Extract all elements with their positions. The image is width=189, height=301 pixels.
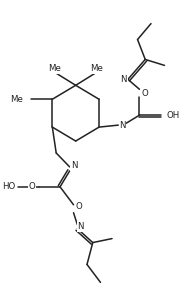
Text: N: N bbox=[119, 121, 126, 130]
Text: N: N bbox=[77, 222, 84, 231]
Text: O: O bbox=[28, 182, 35, 191]
Text: N: N bbox=[71, 161, 77, 170]
Text: O: O bbox=[141, 89, 148, 98]
Text: Me: Me bbox=[48, 64, 61, 73]
Text: O: O bbox=[75, 202, 82, 211]
Text: Me: Me bbox=[90, 64, 103, 73]
Text: N: N bbox=[120, 75, 127, 84]
Text: HO: HO bbox=[2, 182, 16, 191]
Text: Me: Me bbox=[11, 95, 23, 104]
Text: OH: OH bbox=[166, 111, 180, 120]
